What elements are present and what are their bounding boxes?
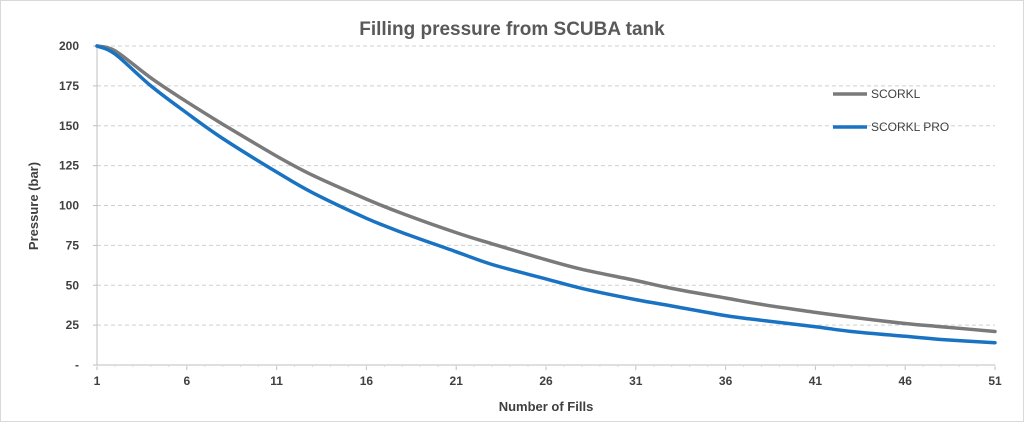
x-axis-title: Number of Fills bbox=[499, 399, 594, 414]
x-tick-label: 21 bbox=[450, 374, 464, 388]
y-tick-label: 25 bbox=[66, 318, 80, 332]
y-tick-label: 175 bbox=[59, 79, 79, 93]
legend: SCORKL SCORKL PRO bbox=[833, 87, 949, 134]
x-tick-label: 41 bbox=[809, 374, 823, 388]
chart-title: Filling pressure from SCUBA tank bbox=[359, 19, 665, 40]
y-tick-label: 200 bbox=[59, 39, 79, 53]
y-tick-label: 100 bbox=[59, 199, 79, 213]
series-line-1 bbox=[95, 44, 997, 334]
x-tick-label: 1 bbox=[94, 374, 101, 388]
y-tick-label: 125 bbox=[59, 159, 79, 173]
legend-label-1: SCORKL bbox=[871, 87, 921, 101]
y-tick-label: 150 bbox=[59, 119, 79, 133]
legend-label-2: SCORKL PRO bbox=[871, 120, 949, 134]
x-tick-label: 16 bbox=[360, 374, 374, 388]
series-line-2 bbox=[95, 44, 997, 345]
x-tick-label: 6 bbox=[183, 374, 190, 388]
x-tick-label: 51 bbox=[988, 374, 1002, 388]
series-lines bbox=[95, 44, 997, 345]
x-tick-label: 31 bbox=[629, 374, 643, 388]
x-tick-label: 26 bbox=[539, 374, 553, 388]
x-tick-label: 36 bbox=[719, 374, 733, 388]
x-tick-labels: 1 6 11 16 21 26 31 36 41 46 51 bbox=[94, 374, 1002, 388]
y-axis-title: Pressure (bar) bbox=[26, 162, 41, 250]
y-tick-label: 50 bbox=[66, 278, 80, 292]
y-tick-label: 75 bbox=[66, 238, 80, 252]
x-tick-label: 46 bbox=[899, 374, 913, 388]
y-tick-labels: - 25 50 75 100 125 150 175 200 bbox=[59, 39, 79, 372]
axes bbox=[93, 45, 996, 370]
x-tick-label: 11 bbox=[270, 374, 283, 388]
y-tick-label: - bbox=[75, 358, 79, 372]
grid-lines bbox=[97, 45, 995, 326]
